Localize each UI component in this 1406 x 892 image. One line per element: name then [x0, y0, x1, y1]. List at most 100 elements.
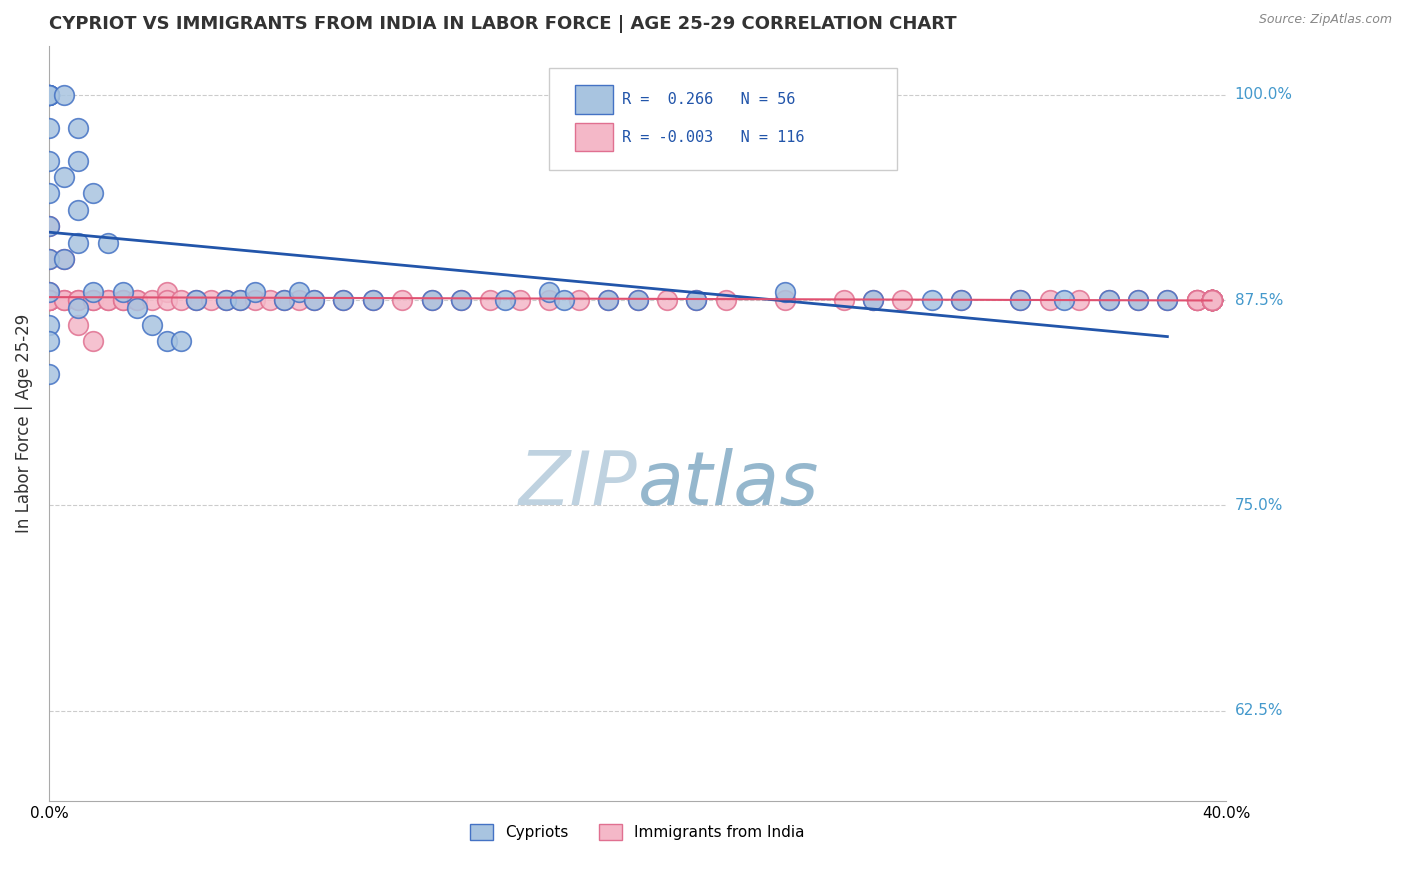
Point: [243, 293, 266, 307]
Point: [1201, 293, 1223, 307]
Text: CYPRIOT VS IMMIGRANTS FROM INDIA IN LABOR FORCE | AGE 25-29 CORRELATION CHART: CYPRIOT VS IMMIGRANTS FROM INDIA IN LABO…: [49, 15, 956, 33]
Point: [67, 153, 90, 168]
Point: [862, 293, 884, 307]
Point: [509, 293, 531, 307]
Point: [626, 293, 648, 307]
Point: [52, 87, 75, 102]
Point: [97, 293, 120, 307]
Point: [52, 252, 75, 266]
Point: [38, 285, 60, 299]
Point: [38, 293, 60, 307]
Point: [1201, 293, 1223, 307]
Point: [67, 120, 90, 135]
Point: [111, 293, 134, 307]
Text: R = -0.003   N = 116: R = -0.003 N = 116: [623, 129, 804, 145]
Point: [598, 293, 620, 307]
Bar: [575, 123, 613, 152]
Point: [479, 293, 502, 307]
Point: [38, 334, 60, 348]
Point: [38, 285, 60, 299]
Point: [1201, 293, 1223, 307]
Point: [200, 293, 222, 307]
Point: [288, 293, 311, 307]
Point: [82, 293, 104, 307]
Point: [1201, 293, 1223, 307]
Point: [553, 293, 575, 307]
Point: [891, 293, 914, 307]
Point: [67, 318, 90, 332]
Point: [127, 293, 149, 307]
Point: [1201, 293, 1223, 307]
Point: [1201, 293, 1223, 307]
Point: [655, 293, 678, 307]
Point: [361, 293, 384, 307]
Point: [1185, 293, 1208, 307]
Point: [38, 293, 60, 307]
Point: [1201, 293, 1223, 307]
Point: [1126, 293, 1149, 307]
Point: [52, 293, 75, 307]
Point: [1201, 293, 1223, 307]
Point: [184, 293, 207, 307]
Point: [1201, 293, 1223, 307]
Point: [214, 293, 236, 307]
Point: [950, 293, 973, 307]
Point: [1201, 293, 1223, 307]
Point: [832, 293, 855, 307]
Point: [714, 293, 737, 307]
Point: [1185, 293, 1208, 307]
Point: [1201, 293, 1223, 307]
Point: [1201, 293, 1223, 307]
Point: [450, 293, 472, 307]
Point: [82, 334, 104, 348]
Point: [332, 293, 354, 307]
Point: [1201, 293, 1223, 307]
Point: [170, 334, 193, 348]
Point: [1201, 293, 1223, 307]
Point: [1097, 293, 1119, 307]
Text: atlas: atlas: [637, 448, 818, 520]
Point: [1201, 293, 1223, 307]
Point: [538, 285, 561, 299]
Point: [38, 293, 60, 307]
Point: [391, 293, 413, 307]
Point: [1097, 293, 1119, 307]
Point: [97, 235, 120, 250]
Point: [773, 285, 796, 299]
Point: [38, 293, 60, 307]
Point: [1201, 293, 1223, 307]
Point: [1201, 293, 1223, 307]
Point: [1201, 293, 1223, 307]
Point: [1201, 293, 1223, 307]
Point: [1201, 293, 1223, 307]
Point: [156, 334, 179, 348]
Point: [38, 87, 60, 102]
Point: [67, 301, 90, 316]
Point: [1201, 293, 1223, 307]
Point: [1010, 293, 1032, 307]
Point: [1156, 293, 1178, 307]
Point: [1201, 293, 1223, 307]
Point: [1201, 293, 1223, 307]
Point: [1201, 293, 1223, 307]
Point: [273, 293, 295, 307]
Text: 87.5%: 87.5%: [1234, 293, 1282, 308]
Point: [1201, 293, 1223, 307]
Point: [38, 153, 60, 168]
Point: [141, 293, 163, 307]
Point: [1201, 293, 1223, 307]
Text: R =  0.266   N = 56: R = 0.266 N = 56: [623, 92, 796, 107]
Point: [568, 293, 591, 307]
Point: [38, 367, 60, 381]
Text: 75.0%: 75.0%: [1234, 498, 1282, 513]
Point: [38, 252, 60, 266]
Point: [67, 202, 90, 217]
Point: [273, 293, 295, 307]
Point: [67, 293, 90, 307]
Point: [1201, 293, 1223, 307]
Point: [420, 293, 443, 307]
Point: [1201, 293, 1223, 307]
Point: [1053, 293, 1076, 307]
Point: [38, 219, 60, 234]
Point: [127, 301, 149, 316]
